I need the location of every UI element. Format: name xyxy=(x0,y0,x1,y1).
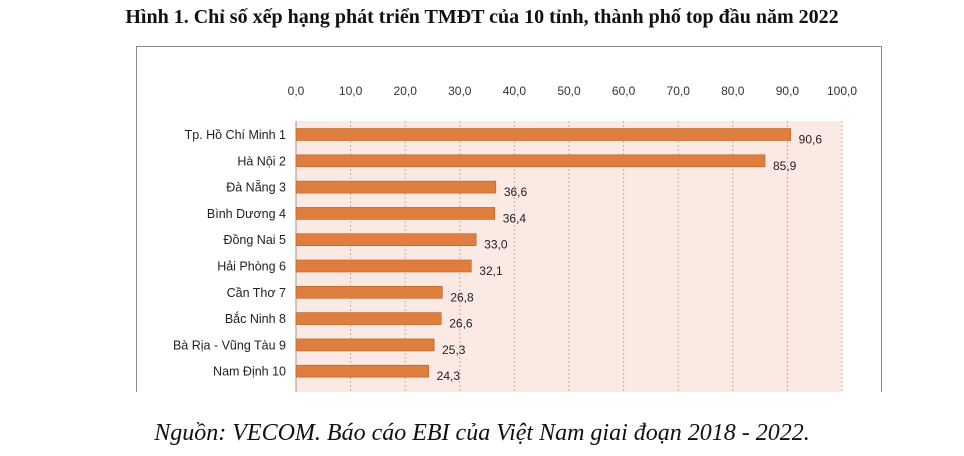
category-label: Cần Thơ 7 xyxy=(227,286,286,300)
bar xyxy=(295,259,472,273)
bar xyxy=(295,128,791,141)
value-label: 26,8 xyxy=(450,290,474,304)
value-label: 85,9 xyxy=(773,159,797,173)
category-label: Bà Rịa - Vũng Tàu 9 xyxy=(173,338,286,352)
category-label: Đà Nẵng 3 xyxy=(226,180,286,195)
x-tick-label: 90,0 xyxy=(776,84,800,98)
chart-frame: 0,0 10,0 20,0 30,0 40,0 50,0 60,0 70,0 80,0 90,0 1… xyxy=(136,46,882,392)
figure-title: Hình 1. Chỉ số xếp hạng phát triển TMĐT … xyxy=(125,6,839,28)
bar xyxy=(295,286,443,299)
x-tick-label: 50,0 xyxy=(557,84,581,98)
value-label: 36,6 xyxy=(504,185,528,199)
x-tick-label: 60,0 xyxy=(612,84,636,98)
bar xyxy=(295,338,435,352)
category-label: Tp. Hồ Chí Minh 1 xyxy=(185,128,286,142)
x-tick-label: 80,0 xyxy=(721,84,745,98)
bar xyxy=(295,312,442,325)
category-label: Bình Dương 4 xyxy=(207,207,286,221)
source-note: Nguồn: VECOM. Báo cáo EBI của Việt Nam g… xyxy=(154,420,810,446)
value-label: 33,0 xyxy=(484,238,508,252)
bar xyxy=(295,207,496,220)
bar xyxy=(295,154,766,168)
x-tick-label: 70,0 xyxy=(667,84,691,98)
x-tick-label: 20,0 xyxy=(394,84,418,98)
category-label: Hải Phòng 6 xyxy=(217,260,286,274)
category-label: Hà Nội 2 xyxy=(237,154,286,168)
x-tick-label: 30,0 xyxy=(448,84,472,98)
bar xyxy=(295,364,429,378)
x-tick-label: 40,0 xyxy=(503,84,527,98)
value-label: 32,1 xyxy=(479,264,503,278)
x-tick-label: 100,0 xyxy=(827,84,857,98)
value-label: 24,3 xyxy=(437,369,461,383)
bar xyxy=(295,233,477,246)
category-label: Đồng Nai 5 xyxy=(223,233,286,247)
category-label: Bắc Ninh 8 xyxy=(225,311,286,326)
value-label: 90,6 xyxy=(799,133,823,147)
x-tick-label: 0,0 xyxy=(288,84,305,98)
value-label: 25,3 xyxy=(442,343,466,357)
value-label: 36,4 xyxy=(503,211,527,225)
bar xyxy=(295,180,497,194)
x-tick-label: 10,0 xyxy=(339,84,363,98)
category-label: Nam Định 10 xyxy=(213,365,286,379)
value-label: 26,6 xyxy=(449,317,473,331)
bar-chart: 0,0 10,0 20,0 30,0 40,0 50,0 60,0 70,0 80,0 90,0 1… xyxy=(173,84,857,392)
